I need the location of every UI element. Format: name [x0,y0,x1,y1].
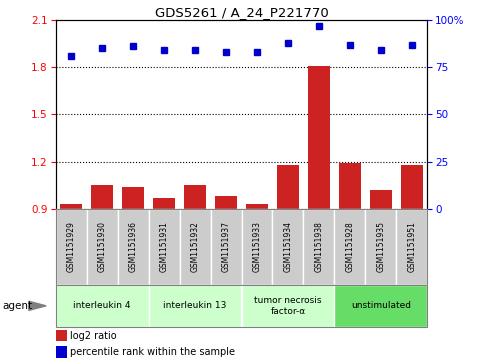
Bar [149,285,242,327]
Bar [308,66,330,209]
Text: GSM1151935: GSM1151935 [376,221,385,272]
Bar [246,204,268,209]
Text: GSM1151929: GSM1151929 [67,221,75,272]
Bar [242,209,272,285]
Bar [56,346,67,358]
Bar [117,209,149,285]
Text: GSM1151933: GSM1151933 [253,221,261,272]
Bar [60,204,82,209]
Text: GSM1151928: GSM1151928 [345,221,355,272]
Text: log2 ratio: log2 ratio [71,331,117,341]
Polygon shape [29,301,46,310]
Bar [56,285,149,327]
Text: GSM1151951: GSM1151951 [408,221,416,272]
Title: GDS5261 / A_24_P221770: GDS5261 / A_24_P221770 [155,6,328,19]
Bar [184,185,206,209]
Bar [180,209,211,285]
Text: percentile rank within the sample: percentile rank within the sample [71,347,235,357]
Text: GSM1151938: GSM1151938 [314,221,324,272]
Bar [211,209,242,285]
Text: GSM1151931: GSM1151931 [159,221,169,272]
Bar [370,190,392,209]
Bar [153,198,175,209]
Bar [397,209,427,285]
Text: GSM1151930: GSM1151930 [98,221,107,272]
Bar [122,187,144,209]
Text: unstimulated: unstimulated [351,301,411,310]
Bar [56,330,67,341]
Bar [277,165,299,209]
Text: GSM1151936: GSM1151936 [128,221,138,272]
Text: interleukin 13: interleukin 13 [163,301,227,310]
Bar [303,209,334,285]
Bar [334,285,427,327]
Text: agent: agent [2,301,32,311]
Bar [86,209,117,285]
Bar [56,209,86,285]
Bar [401,165,423,209]
Text: interleukin 4: interleukin 4 [73,301,131,310]
Bar [366,209,397,285]
Text: GSM1151932: GSM1151932 [190,221,199,272]
Bar [339,163,361,209]
Bar [215,196,237,209]
Bar [334,209,366,285]
Bar [242,285,334,327]
Text: GSM1151937: GSM1151937 [222,221,230,272]
Text: GSM1151934: GSM1151934 [284,221,293,272]
Bar [149,209,180,285]
Text: tumor necrosis
factor-α: tumor necrosis factor-α [254,296,322,315]
Bar [272,209,303,285]
Bar [91,185,113,209]
